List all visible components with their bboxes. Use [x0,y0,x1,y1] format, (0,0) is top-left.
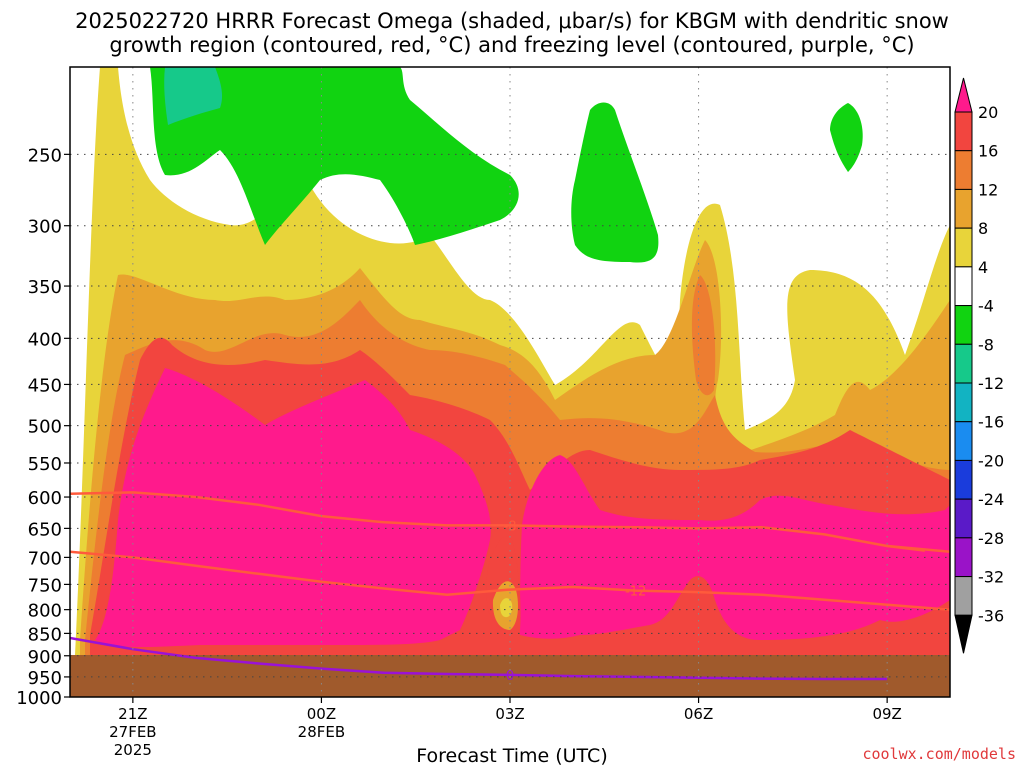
contour-line-0 [70,491,926,552]
colorbar-segment [954,188,973,229]
x-tick-label: 00Z [307,705,336,723]
colorbar-label: -16 [978,413,1004,432]
colorbar-label: 16 [978,142,998,161]
y-tick-label: 550 [28,454,62,475]
grid-layer [70,67,950,697]
y-tick-label: 600 [28,488,62,509]
y-tick-label: 850 [28,624,62,645]
contour-line-1 [70,550,950,611]
colorbar-segment [954,459,973,500]
credit-text: coolwx.com/models [862,745,1016,763]
colorbar-segment [954,111,973,152]
colorbar-segment [954,576,973,616]
colorbar-segment [954,382,973,423]
y-tick-label: 300 [28,217,62,238]
colorbar-segment [954,266,973,307]
colorbar-segment [954,343,973,384]
colorbar-label: -4 [978,297,994,316]
colorbar-bottom-arrow [954,614,973,654]
contour-label-0: -8 [504,519,517,534]
x-tick-label: 2025 [114,741,152,759]
omega-notch-yellow [500,598,513,618]
colorbar-label: -36 [978,606,1004,625]
colorbar-segment [954,227,973,268]
colorbar: 20 16 12 8 4 -4 -8 -12 -16 -20 -24 -28 -32 -36 [954,77,1004,654]
x-tick-label: 28FEB [298,723,345,741]
y-tick-label: 500 [28,417,62,438]
omega-shading: -8-12-180 [70,67,950,697]
omega-core-middle [520,455,950,640]
colorbar-top-arrow [954,77,973,113]
omega-band-12-16-upper [691,275,716,396]
colorbar-segment [954,305,973,345]
colorbar-segment [954,421,973,461]
chart-title-line2: growth region (contoured, red, °C) and f… [109,33,915,57]
colorbar-label: -20 [978,451,1004,470]
colorbar-label: -12 [978,374,1004,393]
y-tick-label: 700 [28,548,62,569]
colorbar-segment [954,150,973,190]
x-tick-label: 21Z [118,705,147,723]
chart-title-line1: 2025022720 HRRR Forecast Omega (shaded, … [75,9,949,33]
colorbar-label: -24 [978,490,1004,509]
y-tick-label: 250 [28,145,62,166]
colorbar-label: 20 [978,103,998,122]
omega-core-left [95,368,491,648]
omega-neg-region-2 [150,67,519,245]
contour-label-1: -12 [625,585,646,600]
colorbar-label: -8 [978,335,994,354]
y-tick-label: 900 [28,647,62,668]
y-axis: 2503003504004505005506006507007508008509… [16,145,70,709]
x-tick-label: 27FEB [109,723,156,741]
x-tick-label: 03Z [495,705,524,723]
y-tick-label: 350 [28,277,62,298]
colorbar-label: 4 [978,258,988,277]
x-tick-label: 09Z [872,705,901,723]
y-tick-label: 1000 [16,688,62,709]
colorbar-label: -32 [978,568,1004,587]
colorbar-segment [954,537,973,578]
colorbar-label: 8 [978,219,988,238]
x-axis-title: Forecast Time (UTC) [416,745,608,767]
colorbar-label: -28 [978,529,1004,548]
contour-line-3 [70,636,888,681]
colorbar-segment [954,498,973,539]
y-tick-label: 450 [28,375,62,396]
x-tick-label: 06Z [684,705,713,723]
y-tick-label: 950 [28,668,62,689]
colorbar-label: 12 [978,180,998,199]
omega-neg-core [164,67,223,125]
omega-neg-region-3 [571,102,659,263]
y-tick-label: 750 [28,575,62,596]
y-tick-label: 650 [28,519,62,540]
y-tick-label: 400 [28,329,62,350]
y-tick-label: 800 [28,601,62,622]
